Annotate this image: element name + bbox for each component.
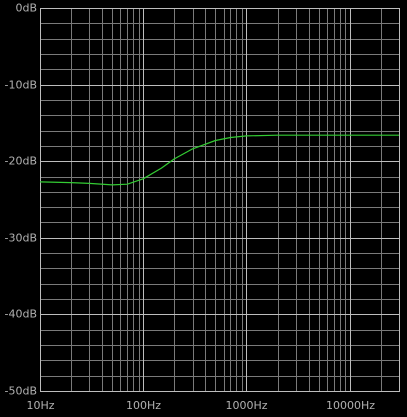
response-curve bbox=[39, 134, 399, 186]
x-tick-label: 1000Hz bbox=[225, 399, 267, 412]
x-tick-label: 10000Hz bbox=[326, 399, 375, 412]
y-tick-label: 0dB bbox=[15, 2, 37, 15]
x-tick-label: 100Hz bbox=[126, 399, 161, 412]
plot-border bbox=[40, 8, 400, 392]
x-tick-label: 10Hz bbox=[26, 399, 54, 412]
y-tick-label: -50dB bbox=[5, 385, 38, 398]
y-tick-label: -10dB bbox=[5, 79, 38, 92]
y-tick-label: -30dB bbox=[5, 232, 38, 245]
y-tick-label: -20dB bbox=[5, 155, 38, 168]
y-tick-label: -40dB bbox=[5, 308, 38, 321]
